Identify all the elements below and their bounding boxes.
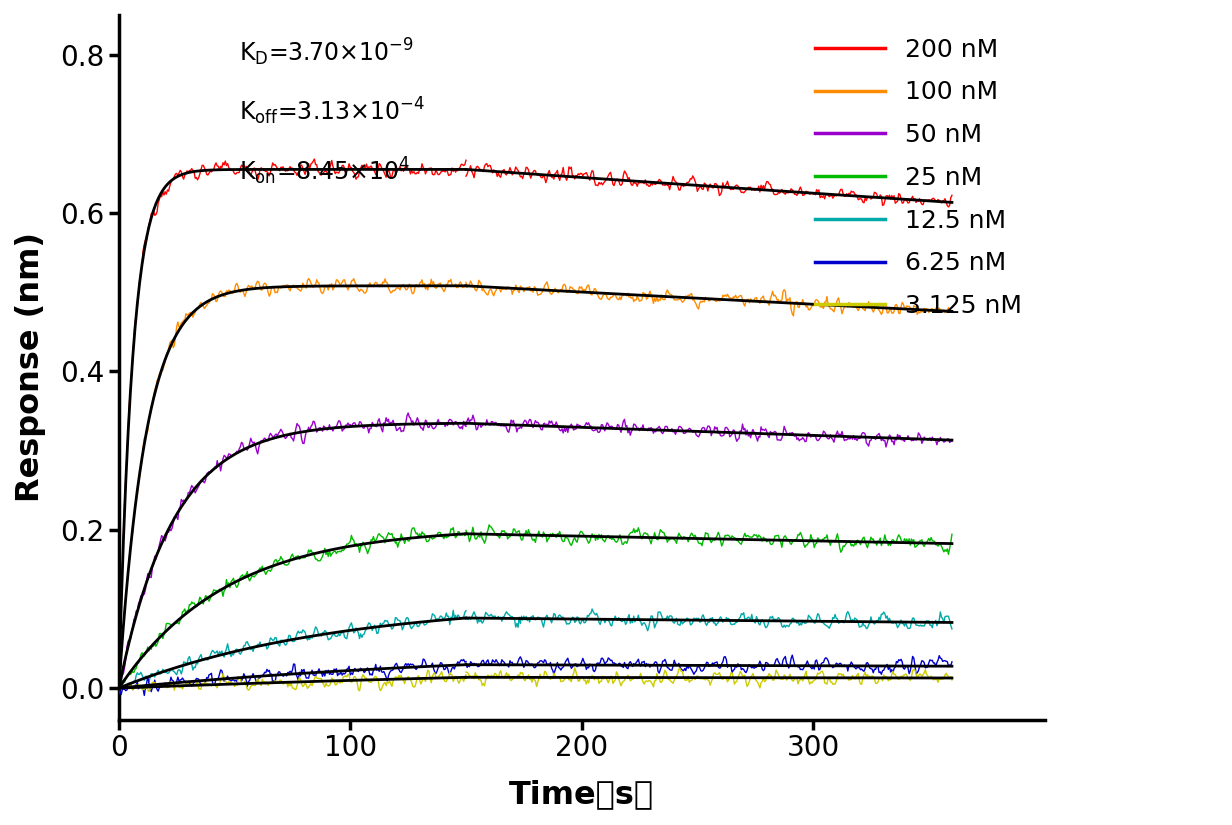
Text: $\mathrm{K_{on}}$=8.45×10$^{4}$: $\mathrm{K_{on}}$=8.45×10$^{4}$ xyxy=(239,156,410,187)
X-axis label: Time（s）: Time（s） xyxy=(509,779,654,810)
Legend: 200 nM, 100 nM, 50 nM, 25 nM, 12.5 nM, 6.25 nM, 3.125 nM: 200 nM, 100 nM, 50 nM, 25 nM, 12.5 nM, 6… xyxy=(804,27,1032,328)
Y-axis label: Response (nm): Response (nm) xyxy=(15,233,46,502)
Text: $\mathrm{K_{off}}$=3.13×10$^{-4}$: $\mathrm{K_{off}}$=3.13×10$^{-4}$ xyxy=(239,96,425,127)
Text: $\mathrm{K_D}$=3.70×10$^{-9}$: $\mathrm{K_D}$=3.70×10$^{-9}$ xyxy=(239,36,414,68)
